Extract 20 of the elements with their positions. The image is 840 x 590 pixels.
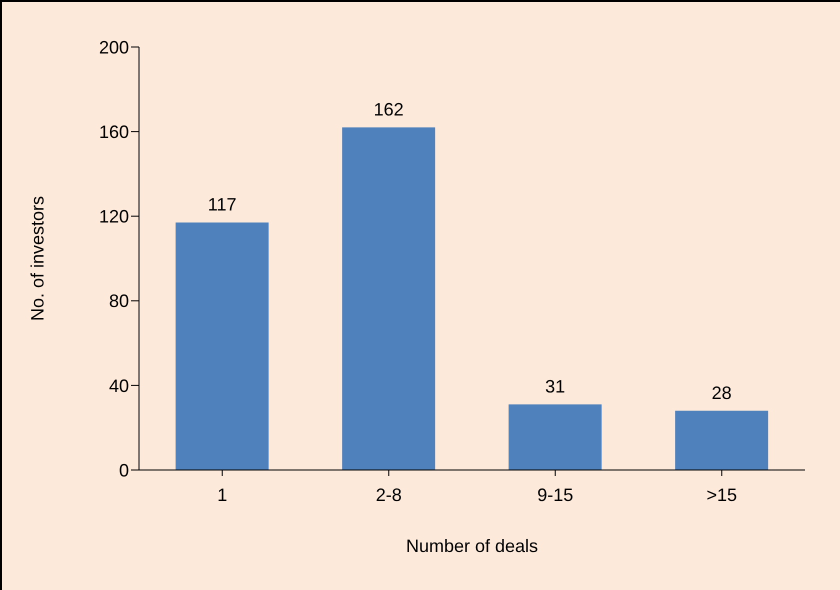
- x-tick-label: 1: [217, 484, 228, 505]
- x-tick-label: >15: [706, 484, 738, 505]
- bar: [508, 404, 602, 470]
- bar: [176, 222, 269, 470]
- bar: [342, 127, 436, 470]
- x-axis-title: Number of deals: [406, 536, 538, 556]
- y-tick-label: 200: [98, 37, 129, 58]
- data-label: 162: [374, 99, 404, 120]
- data-label: 31: [545, 376, 566, 396]
- y-axis-title: No. of investors: [27, 196, 48, 322]
- y-tick-label: 120: [98, 206, 129, 227]
- x-tick-label: 9-15: [537, 484, 574, 505]
- data-label: 28: [712, 382, 732, 403]
- x-tick-label: 2-8: [376, 484, 402, 505]
- data-label: 117: [208, 194, 236, 215]
- bar: [675, 410, 768, 470]
- y-tick-label: 0: [118, 460, 129, 480]
- y-tick-label: 160: [98, 122, 129, 142]
- y-tick-label: 80: [108, 291, 129, 312]
- y-tick-label: 40: [108, 376, 129, 396]
